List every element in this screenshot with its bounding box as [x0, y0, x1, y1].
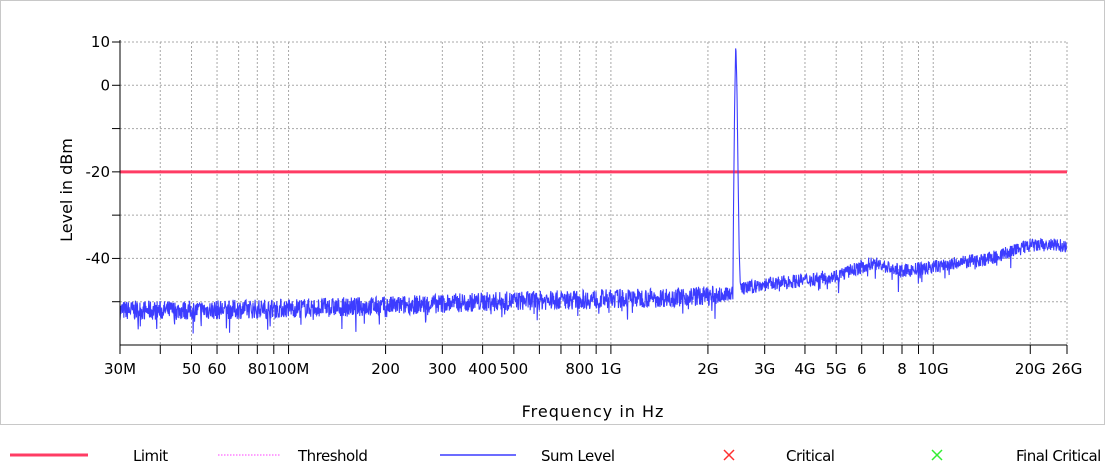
x-tick-label: 30M — [104, 360, 136, 378]
x-tick-label: 400 — [468, 360, 497, 378]
x-tick-label: 10G — [918, 360, 949, 378]
x-tick-label: 60 — [207, 360, 226, 378]
x-axis-title: Frequency in Hz — [522, 402, 665, 421]
y-tick-label: 0 — [100, 76, 110, 94]
grid-lines — [119, 41, 1068, 345]
x-tick-label: 500 — [500, 360, 529, 378]
x-tick-label: 26G — [1052, 360, 1083, 378]
legend-label: Limit — [133, 447, 168, 465]
y-tick-label: -40 — [86, 249, 111, 267]
x-tick-label: 800 — [565, 360, 594, 378]
x-tick-label: 4G — [794, 360, 815, 378]
x-tick-label: 50 — [182, 360, 201, 378]
legend-marker — [723, 449, 735, 461]
y-tick-label: -20 — [86, 163, 111, 181]
x-tick-label: 6 — [857, 360, 867, 378]
y-axis-title: Level in dBm — [57, 138, 76, 242]
x-tick-label: 3G — [754, 360, 775, 378]
x-tick-label: 80 — [248, 360, 267, 378]
legend-marker — [931, 449, 943, 461]
sum-level-trace — [119, 48, 1068, 334]
x-tick-label: 2G — [697, 360, 718, 378]
series-layer — [119, 48, 1068, 334]
x-tick-label: 20G — [1015, 360, 1046, 378]
x-tick-label: 300 — [428, 360, 457, 378]
legend: Limit Threshold Sum Level Critical Final Cri… — [10, 447, 1101, 465]
axes: 30M 50 60 80 100M 200 300 400 500 800 1G 2G 3G 4G 5G 6 8… — [86, 33, 1083, 378]
x-tick-label: 100M — [268, 360, 310, 378]
x-tick-label: 5G — [826, 360, 847, 378]
legend-label: Final Critical — [1016, 447, 1101, 465]
x-tick-label: 1G — [600, 360, 621, 378]
legend-label: Critical — [786, 447, 834, 465]
x-tick-label: 200 — [371, 360, 400, 378]
x-tick-label: 8 — [897, 360, 907, 378]
legend-label: Sum Level — [541, 447, 615, 465]
legend-label: Threshold — [297, 447, 367, 465]
y-tick-label: 10 — [91, 33, 110, 51]
